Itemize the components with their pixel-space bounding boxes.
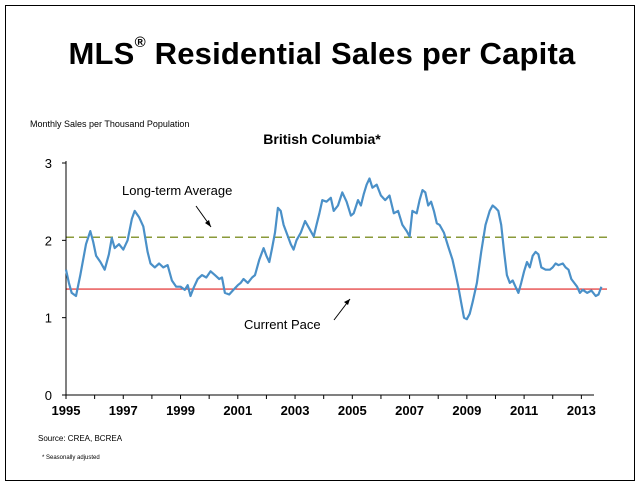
registered-mark: ® xyxy=(134,34,146,51)
x-tick-label: 2009 xyxy=(452,403,481,418)
x-tick-label: 1995 xyxy=(52,403,81,418)
x-tick-label: 2005 xyxy=(338,403,367,418)
seasonal-footnote: * Seasonally adjusted xyxy=(42,455,100,461)
sales-series-line xyxy=(64,177,603,321)
chart-title: British Columbia* xyxy=(263,131,381,147)
y-tick-label: 3 xyxy=(45,156,52,171)
x-tick-label: 2001 xyxy=(223,403,252,418)
x-tick-label: 1999 xyxy=(166,403,195,418)
long-term-average-arrowhead xyxy=(205,220,211,227)
current-pace-label: Current Pace xyxy=(244,317,321,332)
y-tick-label: 0 xyxy=(45,388,52,403)
x-tick-label: 1997 xyxy=(109,403,138,418)
y-axis-label: Monthly Sales per Thousand Population xyxy=(30,119,190,129)
x-tick-label: 2011 xyxy=(510,403,538,418)
source-note: Source: CREA, BCREA xyxy=(38,434,123,443)
x-tick-label: 2007 xyxy=(395,403,424,418)
x-tick-label: 2003 xyxy=(281,403,310,418)
long-term-average-label: Long-term Average xyxy=(122,183,232,198)
slide-title: MLS® Residential Sales per Capita xyxy=(68,34,576,71)
y-tick-label: 2 xyxy=(45,233,52,248)
current-pace-arrowhead xyxy=(344,299,350,305)
x-tick-label: 2013 xyxy=(567,403,596,418)
y-tick-label: 1 xyxy=(45,311,52,326)
